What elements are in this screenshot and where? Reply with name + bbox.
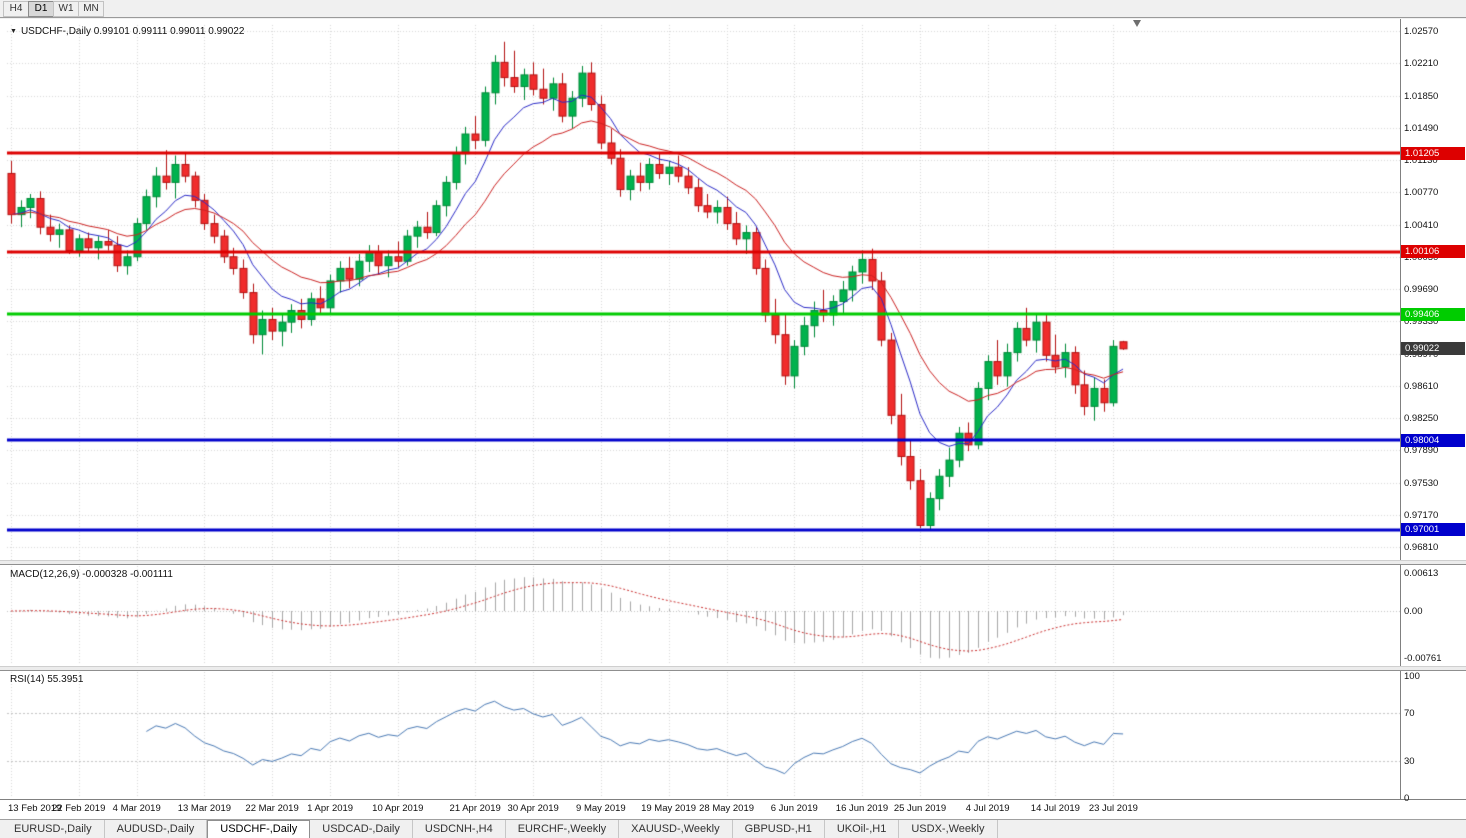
- time-axis-label: 16 Jun 2019: [835, 803, 889, 814]
- price-axis-label: 0.99330: [1404, 316, 1439, 328]
- timeframe-toolbar: H4 D1 W1 MN: [0, 0, 1466, 18]
- time-axis-label: 28 May 2019: [699, 803, 755, 814]
- price-axis-label: 1.02570: [1404, 26, 1439, 37]
- time-axis-label: 4 Jul 2019: [965, 803, 1010, 814]
- time-axis[interactable]: [0, 799, 1466, 819]
- macd-axis-label: -0.00761: [1404, 653, 1442, 665]
- level-badge-0.99406: 0.99406: [1401, 307, 1465, 321]
- rsi-axis-label: 100: [1404, 671, 1420, 682]
- price-axis-label: 0.96810: [1404, 542, 1439, 553]
- chart-tab-usdchf[interactable]: USDCHF-,Daily: [207, 820, 311, 838]
- chart-ohlc-values: 0.99101 0.99111 0.99011 0.99022: [93, 26, 245, 37]
- timeframe-button-w1[interactable]: W1: [53, 0, 78, 17]
- rsi-axis-label: 70: [1404, 707, 1415, 719]
- chart-tab-usdcnh[interactable]: USDCNH-,H4: [412, 820, 506, 838]
- price-axis-label: 1.02210: [1404, 58, 1439, 70]
- time-axis-label: 21 Apr 2019: [449, 803, 501, 814]
- level-badge-1.00106: 1.00106: [1401, 245, 1465, 259]
- chart-shift-marker-icon[interactable]: [1133, 20, 1141, 27]
- chart-tab-ukoil[interactable]: UKOil-,H1: [824, 820, 900, 838]
- chart-symbol-period: USDCHF-,Daily: [20, 26, 91, 37]
- price-axis-label: 0.98250: [1404, 413, 1439, 424]
- time-axis-label: 6 Jun 2019: [770, 803, 818, 814]
- price-axis-label: 1.00770: [1404, 187, 1439, 199]
- price-axis-label: 1.01130: [1404, 155, 1438, 166]
- chart-tab-xauusd[interactable]: XAUUSD-,Weekly: [619, 820, 733, 838]
- macd-splitter[interactable]: [0, 560, 1466, 565]
- level-badge-1.01205: 1.01205: [1401, 146, 1465, 160]
- macd-axis-label: 0.00613: [1404, 568, 1439, 580]
- time-axis-label: 23 Jul 2019: [1088, 803, 1138, 814]
- price-axis-label: 0.98610: [1404, 380, 1439, 392]
- time-axis-label: 9 May 2019: [576, 803, 626, 814]
- chart-tab-usdx[interactable]: USDX-,Weekly: [899, 820, 998, 838]
- macd-indicator-label: MACD(12,26,9) -0.000328 -0.001111: [10, 569, 173, 580]
- time-axis-label: 22 Feb 2019: [52, 803, 106, 814]
- timeframe-button-h4[interactable]: H4: [3, 0, 28, 17]
- rsi-indicator-label: RSI(14) 55.3951: [10, 674, 84, 685]
- price-axis-label: 0.97530: [1404, 477, 1439, 489]
- price-axis-label: 1.01490: [1404, 122, 1439, 134]
- time-axis-label: 1 Apr 2019: [307, 803, 354, 814]
- chart-tab-audusd[interactable]: AUDUSD-,Daily: [104, 820, 208, 838]
- time-axis-label: 10 Apr 2019: [372, 803, 424, 814]
- price-axis[interactable]: [1400, 19, 1466, 799]
- price-axis-label: 1.01850: [1404, 90, 1439, 102]
- time-axis-label: 13 Mar 2019: [177, 803, 232, 814]
- time-axis-label: 25 Jun 2019: [893, 803, 947, 814]
- price-axis-label: 0.99690: [1404, 284, 1439, 295]
- current-price-badge: 0.99022: [1401, 342, 1465, 356]
- time-axis-label: 22 Mar 2019: [245, 803, 299, 814]
- chart-tab-gbpusd[interactable]: GBPUSD-,H1: [732, 820, 825, 838]
- time-axis-label: 30 Apr 2019: [507, 803, 559, 814]
- time-axis-label: 13 Feb 2019: [8, 803, 62, 814]
- level-badge-0.97001: 0.97001: [1401, 523, 1465, 537]
- rsi-splitter[interactable]: [0, 666, 1466, 671]
- chart-tab-eurusd[interactable]: EURUSD-,Daily: [2, 820, 105, 838]
- price-axis-label: 1.00410: [1404, 219, 1439, 231]
- level-badge-0.98004: 0.98004: [1401, 433, 1465, 447]
- collapse-arrow-icon[interactable]: ▼: [10, 28, 17, 35]
- timeframe-button-d1[interactable]: D1: [28, 0, 53, 17]
- time-axis-label: 14 Jul 2019: [1030, 803, 1080, 814]
- macd-axis-label: 0.00: [1404, 606, 1423, 617]
- rsi-axis-label: 30: [1404, 756, 1415, 768]
- chart-tab-usdcad[interactable]: USDCAD-,Daily: [310, 820, 413, 838]
- chart-tabs-bar: EURUSD-,Daily AUDUSD-,Daily USDCHF-,Daily U…: [0, 819, 1466, 838]
- price-axis-label: 0.97890: [1404, 445, 1439, 457]
- timeframe-button-mn[interactable]: MN: [78, 0, 104, 17]
- time-axis-label: 19 May 2019: [641, 803, 697, 814]
- price-axis-label: 0.97170: [1404, 509, 1439, 521]
- chart-title: ▼ USDCHF-,Daily 0.99101 0.99111 0.99011 0…: [10, 26, 244, 37]
- rsi-axis-label: 0: [1404, 793, 1410, 804]
- chart-tab-eurchf[interactable]: EURCHF-,Weekly: [505, 820, 620, 838]
- time-axis-label: 4 Mar 2019: [112, 803, 161, 814]
